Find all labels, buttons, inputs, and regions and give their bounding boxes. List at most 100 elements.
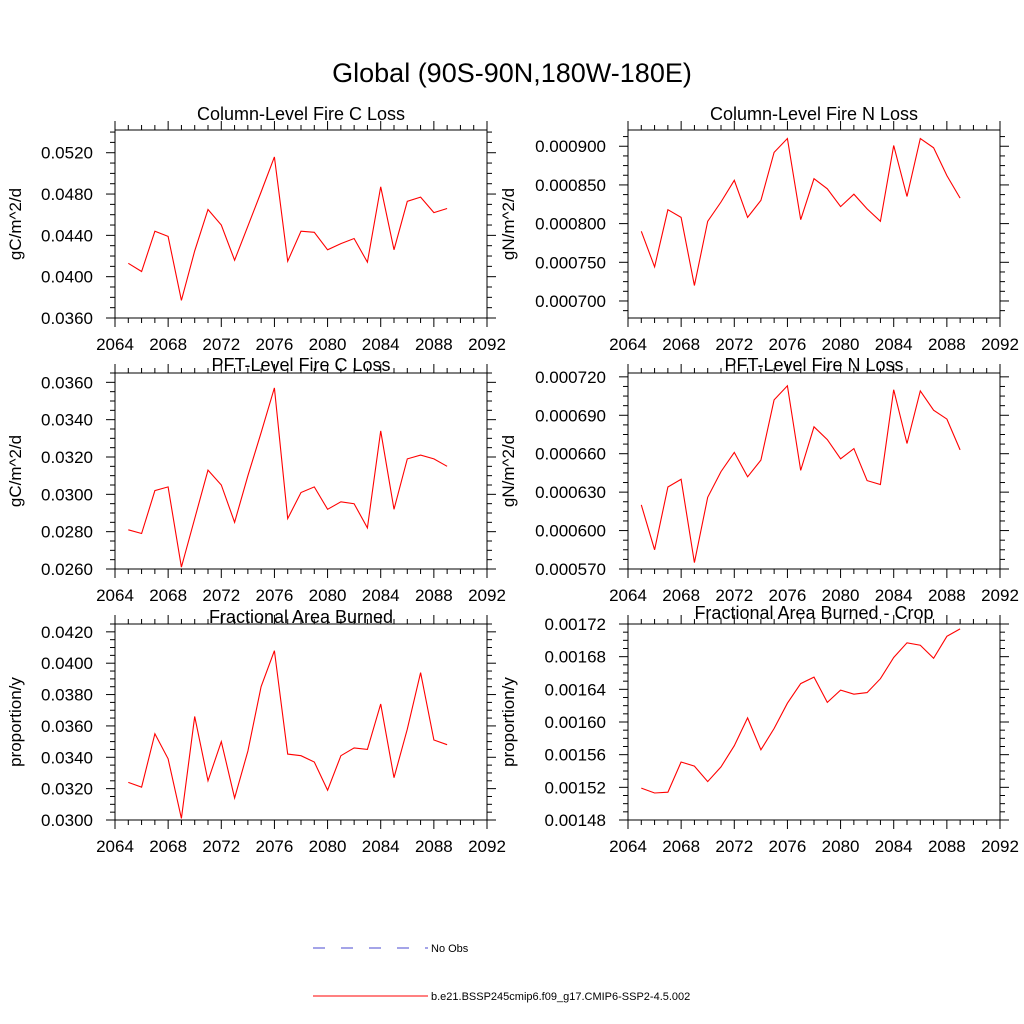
y-tick-label: 0.00168 — [545, 648, 606, 667]
y-tick-label: 0.0380 — [41, 686, 93, 705]
plot-frame — [114, 623, 488, 821]
x-tick-label: 2080 — [309, 586, 347, 605]
series-line — [128, 387, 448, 568]
series-line — [128, 650, 448, 819]
panel-pft-fire-n-loss: PFT-Level Fire N Loss gN/m^2/d 2064 2068 2… — [499, 355, 1019, 605]
y-tick-label: 0.0420 — [41, 623, 93, 642]
x-tick-label: 2092 — [981, 335, 1019, 354]
x-tick-label: 2072 — [202, 586, 240, 605]
y-tick-label: 0.0320 — [41, 780, 93, 799]
x-tick-label: 2084 — [875, 586, 913, 605]
x-tick-label: 2080 — [822, 837, 860, 856]
panel-title: Column-Level Fire N Loss — [710, 104, 918, 124]
y-tick-label: 0.00160 — [545, 713, 606, 732]
y-tick-label: 0.0360 — [41, 717, 93, 736]
y-tick-label: 0.0360 — [41, 373, 93, 392]
plot-frame — [627, 372, 1001, 570]
x-tick-label: 2064 — [96, 335, 134, 354]
x-tick-label: 2068 — [149, 586, 187, 605]
series-line — [641, 628, 961, 794]
x-tick-label: 2088 — [928, 586, 966, 605]
x-tick-label: 2072 — [202, 837, 240, 856]
y-tick-label: 0.0300 — [41, 811, 93, 830]
x-tick-label: 2068 — [149, 837, 187, 856]
y-tick-label: 0.000690 — [535, 406, 606, 425]
y-tick-label: 0.0320 — [41, 448, 93, 467]
x-tick-label: 2076 — [769, 335, 807, 354]
y-tick-label: 0.0260 — [41, 560, 93, 579]
x-tick-label: 2076 — [256, 335, 294, 354]
y-tick-label: 0.00172 — [545, 615, 606, 634]
y-tick-label: 0.0480 — [41, 185, 93, 204]
legend-label-no-obs: No Obs — [431, 943, 469, 955]
y-tick-label: 0.000800 — [535, 215, 606, 234]
y-tick-label: 0.00156 — [545, 746, 606, 765]
x-tick-label: 2068 — [149, 335, 187, 354]
x-tick-label: 2088 — [415, 837, 453, 856]
x-tick-label: 2084 — [875, 335, 913, 354]
x-tick-label: 2084 — [362, 335, 400, 354]
x-tick-label: 2088 — [415, 586, 453, 605]
x-tick-label: 2076 — [256, 837, 294, 856]
x-tick-label: 2092 — [981, 586, 1019, 605]
x-tick-label: 2068 — [662, 335, 700, 354]
x-tick-label: 2064 — [609, 837, 647, 856]
y-tick-label: 0.000850 — [535, 176, 606, 195]
x-tick-label: 2092 — [468, 837, 506, 856]
x-tick-label: 2092 — [468, 335, 506, 354]
series-line — [640, 137, 961, 286]
y-axis-label: gC/m^2/d — [6, 435, 25, 507]
y-tick-label: 0.0280 — [41, 523, 93, 542]
x-tick-label: 2080 — [309, 335, 347, 354]
y-tick-label: 0.0440 — [41, 226, 93, 245]
x-tick-label: 2068 — [662, 586, 700, 605]
panel-title: PFT-Level Fire C Loss — [211, 355, 390, 375]
y-tick-label: 0.000630 — [535, 483, 606, 502]
x-tick-label: 2064 — [96, 837, 134, 856]
panel-title: Fractional Area Burned — [209, 607, 393, 627]
x-tick-label: 2084 — [362, 837, 400, 856]
panel-fractional-area-burned-crop: Fractional Area Burned - Crop proportion… — [499, 603, 1019, 856]
x-tick-label: 2088 — [928, 335, 966, 354]
y-tick-label: 0.000720 — [535, 368, 606, 387]
legend-label-model: b.e21.BSSP245cmip6.f09_g17.CMIP6-SSP2-4.… — [431, 991, 690, 1003]
panel-title: PFT-Level Fire N Loss — [724, 355, 903, 375]
x-tick-label: 2080 — [822, 335, 860, 354]
x-tick-label: 2080 — [309, 837, 347, 856]
x-tick-label: 2076 — [769, 837, 807, 856]
plot-frame — [114, 129, 488, 319]
y-tick-label: 0.0340 — [41, 748, 93, 767]
plot-frame — [114, 372, 488, 570]
x-tick-label: 2072 — [715, 335, 753, 354]
series-line — [640, 384, 961, 563]
x-tick-label: 2088 — [415, 335, 453, 354]
x-tick-label: 2068 — [662, 837, 700, 856]
y-tick-label: 0.0300 — [41, 485, 93, 504]
panel-title: Column-Level Fire C Loss — [197, 104, 405, 124]
y-tick-label: 0.000600 — [535, 522, 606, 541]
y-tick-label: 0.000750 — [535, 253, 606, 272]
x-tick-label: 2064 — [96, 586, 134, 605]
x-tick-label: 2088 — [928, 837, 966, 856]
y-axis-label: proportion/y — [499, 677, 518, 767]
x-tick-label: 2072 — [715, 586, 753, 605]
y-tick-label: 0.00164 — [545, 680, 606, 699]
x-tick-label: 2084 — [362, 586, 400, 605]
x-tick-label: 2080 — [822, 586, 860, 605]
x-tick-label: 2084 — [875, 837, 913, 856]
x-tick-label: 2064 — [609, 586, 647, 605]
x-tick-label: 2092 — [981, 837, 1019, 856]
x-tick-label: 2076 — [256, 586, 294, 605]
y-tick-label: 0.000700 — [535, 292, 606, 311]
y-tick-label: 0.0400 — [41, 268, 93, 287]
plot-frame — [627, 623, 1001, 821]
panel-fractional-area-burned: Fractional Area Burned proportion/y 2064… — [6, 607, 506, 856]
y-axis-label: proportion/y — [6, 677, 25, 767]
y-axis-label: gN/m^2/d — [499, 435, 518, 507]
legend: No Obs b.e21.BSSP245cmip6.f09_g17.CMIP6-… — [313, 943, 690, 1003]
y-tick-label: 0.000570 — [535, 560, 606, 579]
x-tick-label: 2072 — [202, 335, 240, 354]
y-tick-label: 0.0400 — [41, 654, 93, 673]
y-tick-label: 0.00148 — [545, 811, 606, 830]
